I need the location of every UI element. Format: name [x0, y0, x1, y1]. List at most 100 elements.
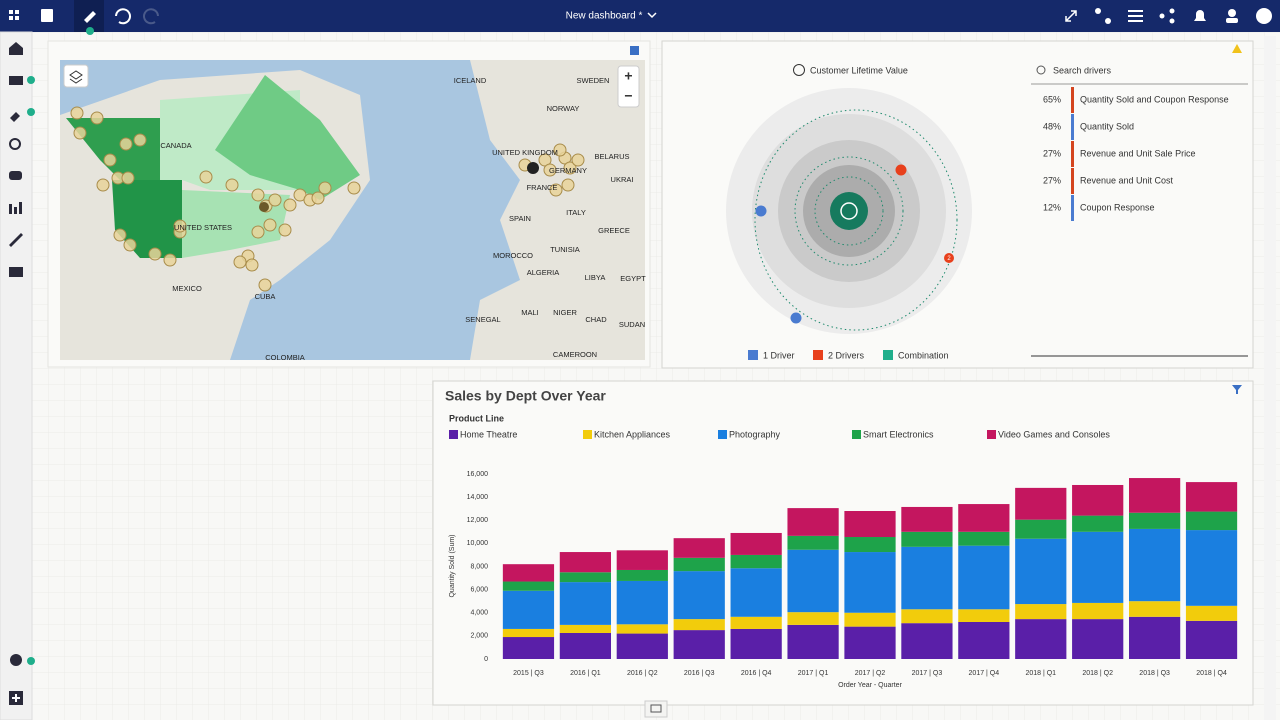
layers-button[interactable] — [63, 64, 89, 88]
legend-swatch — [583, 430, 592, 439]
bar-segment — [559, 582, 611, 625]
bar-segment — [1185, 605, 1238, 621]
bar-segment — [787, 535, 839, 550]
zoom-in[interactable]: + — [624, 68, 632, 84]
top-icons — [9, 8, 1272, 25]
help-icon[interactable] — [1256, 8, 1272, 24]
map-label: NORWAY — [547, 104, 580, 113]
driver-name: Quantity Sold — [1080, 121, 1134, 131]
sidebar-indicators — [27, 76, 35, 665]
chat-icon[interactable] — [9, 171, 22, 180]
map-label: NIGER — [553, 308, 577, 317]
legend-title: Product Line — [449, 413, 504, 423]
map-point — [318, 181, 332, 195]
filter-icon[interactable] — [1232, 385, 1242, 394]
user-icon[interactable] — [1228, 9, 1236, 17]
map-label: CAMEROON — [553, 350, 597, 359]
legend-swatch — [748, 350, 758, 360]
bar-segment — [1015, 487, 1067, 520]
pencil-icon[interactable] — [84, 11, 96, 23]
map-label: EGYPT — [620, 274, 646, 283]
search-icon — [1036, 65, 1046, 75]
fullscreen-icon[interactable] — [1065, 10, 1077, 22]
map-point — [561, 178, 575, 192]
search-drivers[interactable]: Search drivers — [1053, 65, 1112, 75]
bar-segment — [901, 609, 953, 624]
driver-pct: 65% — [1043, 94, 1061, 104]
bell-icon[interactable] — [1194, 10, 1206, 21]
map-pin-icon[interactable] — [630, 46, 639, 55]
add-plus — [12, 694, 20, 702]
bar-segment — [958, 504, 1010, 532]
check-icon[interactable] — [10, 654, 22, 666]
bar-segment — [616, 624, 668, 634]
legend-swatch — [883, 350, 893, 360]
map-point — [263, 218, 277, 232]
driver-name: Quantity Sold and Coupon Response — [1080, 94, 1229, 104]
map-label: COLOMBIA — [265, 353, 305, 362]
title-menu[interactable] — [647, 12, 657, 19]
map-label: SWEDEN — [577, 76, 610, 85]
bar-segment — [730, 532, 782, 555]
pin-icon[interactable] — [10, 112, 20, 122]
viz-icon[interactable] — [9, 204, 12, 214]
map-point — [283, 198, 297, 212]
map-label: MOROCCO — [493, 251, 533, 260]
bar-segment — [1015, 538, 1067, 605]
app-icon[interactable] — [9, 10, 13, 14]
map-label: GERMANY — [549, 166, 587, 175]
map-label: MALI — [521, 308, 539, 317]
map-label: LIBYA — [585, 273, 606, 282]
map-point — [121, 171, 135, 185]
share-icon[interactable] — [1159, 13, 1165, 19]
undo-icon[interactable] — [115, 8, 131, 25]
pages-icon[interactable] — [9, 267, 23, 277]
map-point — [199, 170, 213, 184]
y-tick-label: 16,000 — [467, 471, 489, 478]
bar-segment — [787, 549, 839, 613]
bar-segment — [1072, 531, 1124, 603]
bar-segment — [1185, 620, 1238, 659]
y-tick-label: 14,000 — [467, 494, 489, 501]
warning-icon[interactable] — [1232, 44, 1242, 53]
map-label: GREECE — [598, 226, 630, 235]
table-toggle[interactable] — [644, 700, 668, 718]
map-label: SUDAN — [619, 320, 645, 329]
bar-segment — [559, 632, 611, 659]
x-tick-label: 2016 | Q3 — [684, 670, 715, 677]
map-point — [245, 258, 259, 272]
bar-segment — [616, 550, 668, 570]
driver-bar — [1071, 195, 1074, 221]
data-icon[interactable] — [9, 76, 23, 85]
bar-segment — [616, 580, 668, 625]
x-tick-label: 2018 | Q1 — [1025, 670, 1056, 677]
bar-segment — [730, 616, 782, 629]
home-icon[interactable] — [9, 42, 23, 55]
bar-segment — [844, 612, 896, 627]
save-icon[interactable] — [41, 9, 53, 22]
driver-badge: 2 — [947, 256, 951, 262]
bar-segment — [844, 511, 896, 538]
map-label: MEXICO — [172, 284, 202, 293]
zoom-out[interactable]: − — [624, 88, 632, 104]
tools-icon[interactable] — [9, 233, 23, 247]
drivers-list: 65% Quantity Sold and Coupon Response 48% Q… — [1043, 87, 1229, 221]
driver-name: Coupon Response — [1080, 202, 1155, 212]
bar-segment — [1185, 530, 1238, 606]
dashboard-title: New dashboard * — [566, 11, 643, 22]
map-point — [549, 183, 563, 197]
map-point — [233, 255, 247, 269]
filter-icon[interactable] — [1128, 10, 1143, 12]
pin-icon[interactable] — [1095, 8, 1101, 14]
diagram-title: Customer Lifetime Value — [810, 65, 908, 75]
search-icon[interactable] — [9, 138, 21, 150]
map-point — [163, 253, 177, 267]
y-tick-label: 12,000 — [467, 517, 489, 524]
bar-segment — [502, 628, 555, 638]
bar-segment — [673, 619, 725, 631]
redo-icon[interactable] — [143, 8, 159, 25]
bar-segment — [730, 554, 782, 569]
map-point — [123, 238, 137, 252]
x-tick-label: 2018 | Q3 — [1139, 670, 1170, 677]
bar-segment — [1129, 616, 1181, 659]
